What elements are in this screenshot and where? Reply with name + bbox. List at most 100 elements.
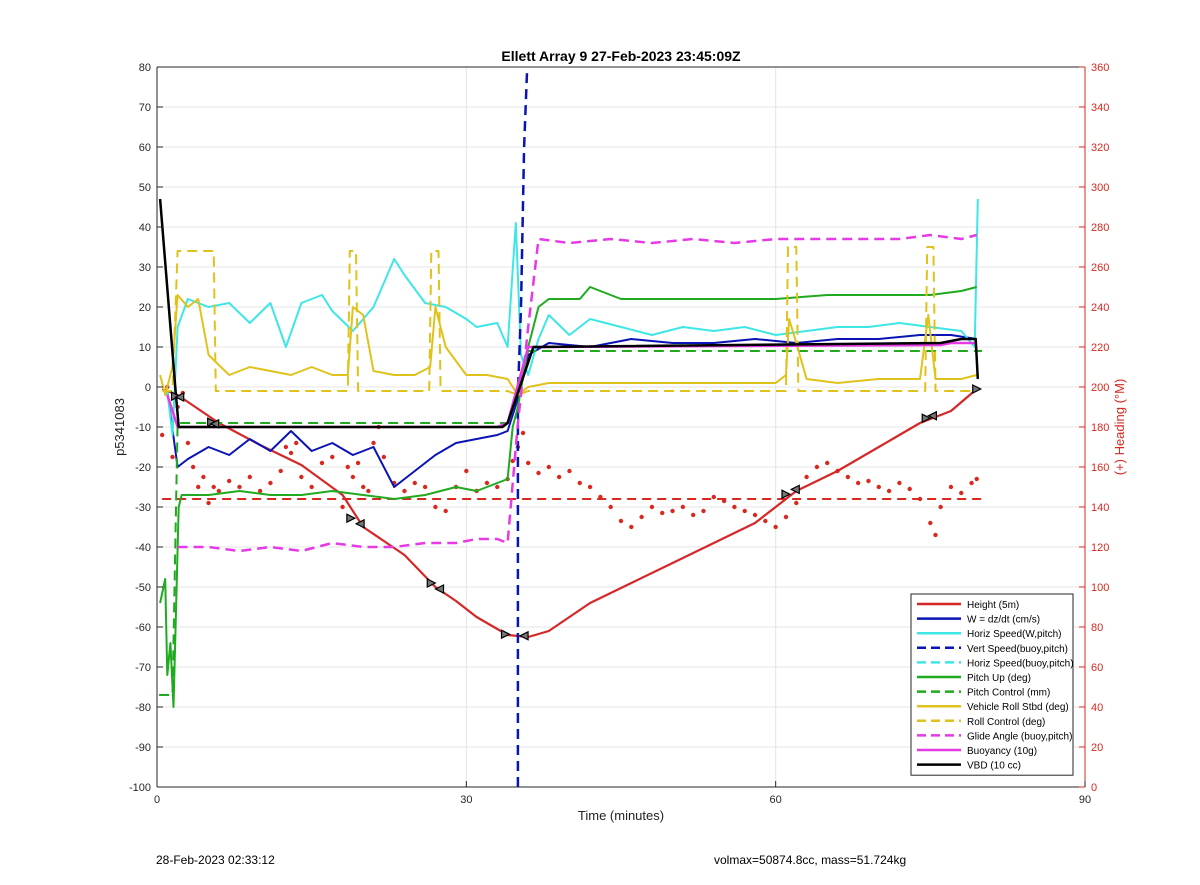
height-marker: [354, 518, 365, 529]
heading-point: [520, 430, 526, 436]
heading-point: [361, 484, 366, 490]
heading-point: [618, 518, 624, 524]
heading-point: [340, 504, 345, 510]
y-tick-label-left: -30: [135, 502, 151, 514]
legend-label: Glide Angle (buoy,pitch): [967, 731, 1072, 742]
legend-label: Horiz Speed(buoy,pitch): [967, 658, 1074, 669]
y-tick-label-right: 80: [1091, 622, 1103, 634]
legend-label: VBD (10 cc): [967, 761, 1021, 772]
heading-point: [732, 504, 737, 510]
y-tick-label-left: -20: [135, 462, 151, 474]
x-tick-label: 0: [154, 794, 160, 806]
height-marker: [170, 391, 181, 402]
heading-point: [928, 520, 933, 526]
y-tick-label-right: 160: [1091, 462, 1109, 474]
y-tick-label-left: 70: [139, 102, 151, 114]
x-tick-label: 60: [770, 794, 782, 806]
y-tick-label-left: -80: [135, 702, 151, 714]
series-line-5: [159, 286, 977, 708]
y-tick-label-right: 300: [1091, 182, 1109, 194]
heading-point: [866, 478, 871, 484]
height-marker: [781, 489, 792, 500]
heading-point: [608, 504, 613, 510]
series-line-8: [162, 246, 977, 396]
heading-point: [345, 464, 350, 470]
y-tick-label-left: -10: [135, 422, 151, 434]
heading-point: [484, 480, 490, 486]
heading-point: [294, 440, 299, 446]
y-tick-label-right: 260: [1091, 262, 1109, 274]
y-tick-label-left: -90: [135, 742, 151, 754]
y-tick-label-left: 80: [139, 62, 151, 74]
y-tick-label-left: 50: [139, 182, 151, 194]
heading-point: [536, 470, 541, 476]
heading-point: [464, 468, 469, 474]
heading-point: [170, 454, 175, 460]
heading-point: [422, 484, 428, 490]
y-tick-label-left: 20: [139, 302, 151, 314]
y-tick-label-right: 240: [1091, 302, 1109, 314]
heading-point: [350, 474, 356, 480]
heading-point: [443, 508, 448, 514]
y-tick-label-right: 200: [1091, 382, 1109, 394]
y-tick-label-left: -40: [135, 542, 151, 554]
heading-point: [206, 500, 211, 506]
heading-point: [577, 480, 582, 486]
heading-point: [247, 474, 252, 480]
series-layer: [158, 66, 983, 787]
heading-point: [670, 508, 675, 514]
heading-point: [567, 468, 572, 474]
heading-point: [216, 488, 222, 494]
heading-point: [196, 484, 201, 490]
heading-point: [412, 480, 417, 486]
height-marker: [500, 629, 511, 640]
legend-label: Buoyancy (10g): [967, 746, 1037, 757]
y-tick-label-left: 0: [145, 382, 151, 394]
heading-point: [855, 480, 861, 486]
y-tick-label-left: 40: [139, 222, 151, 234]
y-tick-label-right: 340: [1091, 102, 1109, 114]
height-marker: [346, 513, 357, 524]
height-marker: [209, 418, 220, 429]
y-tick-label-right: 60: [1091, 662, 1103, 674]
heading-point: [917, 496, 923, 502]
heading-point: [185, 440, 191, 446]
heading-point: [598, 494, 603, 500]
legend-label: Horiz Speed(W,pitch): [967, 629, 1061, 640]
y-tick-label-left: 10: [139, 342, 151, 354]
heading-point: [278, 468, 283, 474]
y-tick-label-right: 120: [1091, 542, 1109, 554]
heading-point: [825, 460, 830, 466]
heading-point: [660, 510, 665, 516]
heading-point: [742, 508, 747, 514]
legend-label: Roll Control (deg): [967, 717, 1045, 728]
height-marker: [972, 384, 983, 394]
heading-point: [649, 504, 655, 510]
heading-point: [268, 480, 273, 486]
heading-point: [639, 514, 644, 520]
y-axis-label-left: p5341083: [112, 398, 127, 456]
heading-point: [804, 474, 809, 480]
heading-point: [897, 480, 902, 486]
y-tick-label-left: -100: [129, 782, 151, 794]
heading-point: [969, 480, 974, 486]
y-tick-label-left: -60: [135, 622, 151, 634]
chart-title: Ellett Array 9 27-Feb-2023 23:45:09Z: [501, 48, 741, 64]
y-tick-label-right: 40: [1091, 702, 1103, 714]
height-marker: [174, 392, 185, 402]
heading-point: [526, 460, 531, 466]
heading-point: [814, 464, 820, 470]
heading-point: [587, 484, 593, 490]
heading-point: [159, 432, 165, 438]
legend-label: Vehicle Roll Stbd (deg): [967, 702, 1069, 713]
heading-point: [237, 484, 242, 490]
heading-point: [319, 460, 325, 466]
heading-point: [690, 512, 696, 518]
heading-point: [355, 460, 361, 466]
y-tick-label-right: 0: [1091, 782, 1097, 794]
legend-label: Pitch Control (mm): [967, 688, 1050, 699]
heading-point: [959, 490, 964, 496]
y-tick-label-right: 280: [1091, 222, 1109, 234]
heading-point: [201, 474, 206, 480]
height-marker: [434, 584, 445, 594]
